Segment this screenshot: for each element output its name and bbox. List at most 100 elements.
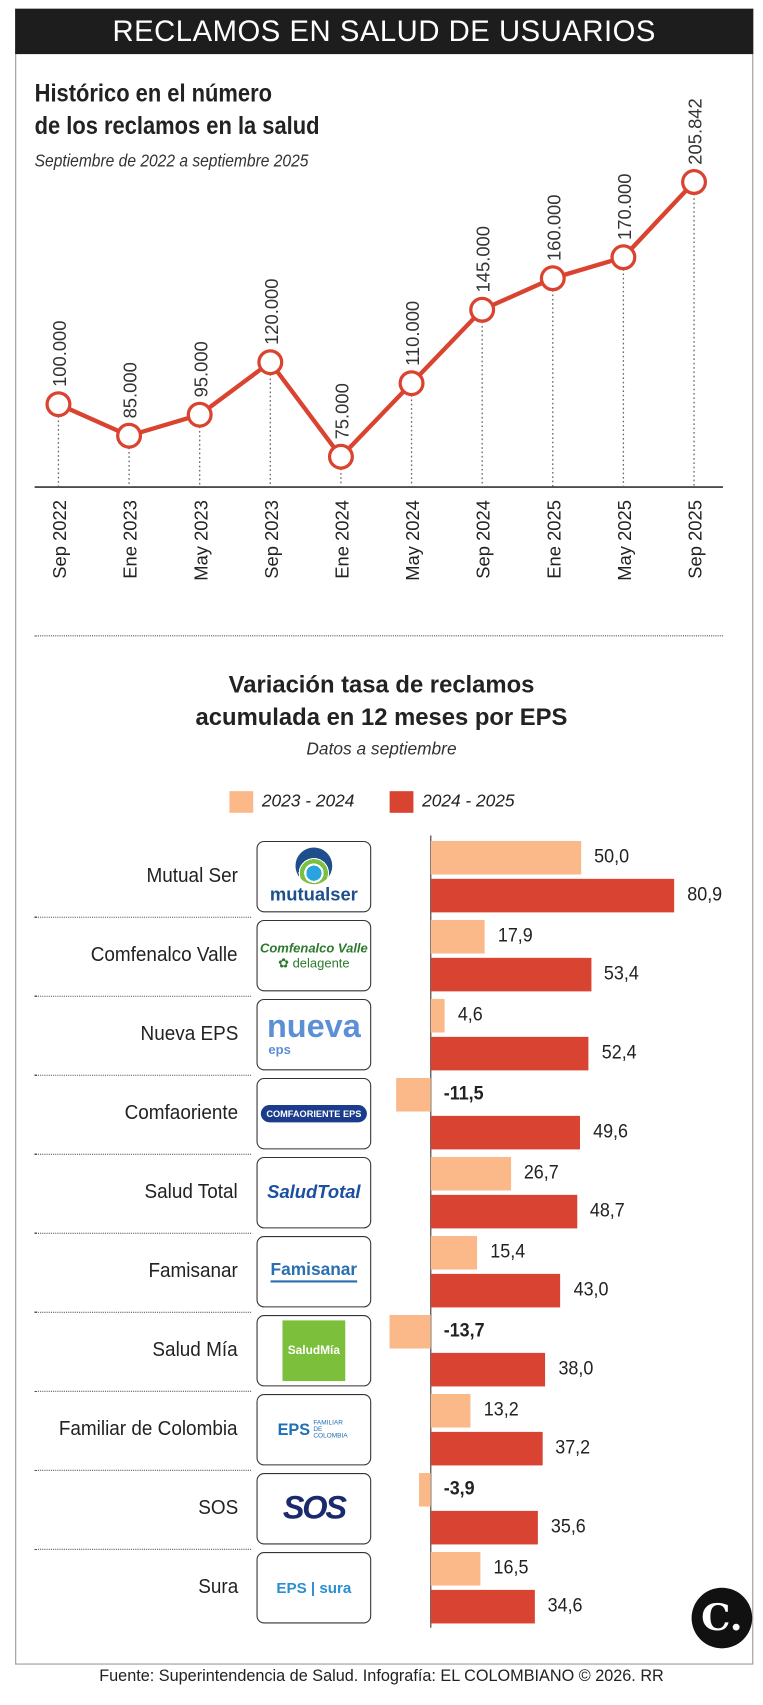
line-chart-subtitle: Septiembre de 2022 a septiembre 2025 <box>34 152 309 172</box>
x-tick-label: Sep 2023 <box>261 500 282 579</box>
data-point <box>539 265 566 292</box>
data-point <box>45 391 72 418</box>
line-chart: 100.000 Sep 2022 85.000 Ene 2023 95.000 May 2… <box>34 98 723 581</box>
bar-chart-title-2: acumulada en 12 meses por EPS <box>195 703 568 731</box>
x-tick-label: Sep 2022 <box>49 500 70 579</box>
bar-2023-2024 <box>430 919 485 954</box>
bar-2023-2024 <box>419 1473 431 1507</box>
bar-2024-2025 <box>430 1273 561 1308</box>
data-label: 85.000 <box>120 362 141 418</box>
legend-item-2023-2024: 2023 - 2024 <box>229 791 354 813</box>
legend-swatch <box>229 791 254 813</box>
bar-2024-2025 <box>430 1194 578 1229</box>
legend-label: 2023 - 2024 <box>261 792 355 811</box>
legend-label: 2024 - 2025 <box>422 792 515 811</box>
eps-name: Salud Mía <box>152 1338 239 1362</box>
infographic-frame <box>15 8 754 1665</box>
eps-logo: SaludTotal <box>256 1156 372 1229</box>
line-chart-title: Histórico en el número <box>34 79 272 108</box>
bar-value-label: 17,9 <box>497 924 533 946</box>
bar-2023-2024 <box>430 998 445 1033</box>
row-divider <box>34 1548 252 1550</box>
row-divider <box>34 1153 252 1155</box>
data-point <box>610 244 637 271</box>
el-colombiano-logo: C. <box>691 1587 753 1649</box>
eps-name: Sura <box>198 1575 239 1599</box>
data-label: 145.000 <box>473 226 494 292</box>
eps-name: Familiar de Colombia <box>59 1417 239 1441</box>
bar-value-label: 49,6 <box>592 1120 628 1142</box>
eps-name: Comfaoriente <box>124 1101 239 1125</box>
x-tick-label: Ene 2025 <box>543 500 564 579</box>
legend-swatch <box>389 791 414 813</box>
data-label: 170.000 <box>614 174 635 240</box>
bar-2024-2025 <box>430 878 675 913</box>
eps-logo: SaludMía <box>256 1314 372 1387</box>
data-point <box>681 169 708 195</box>
eps-name: Comfenalco Valle <box>91 943 239 967</box>
data-point <box>186 401 213 428</box>
bar-value-label: 4,6 <box>457 1003 483 1025</box>
bar-value-label: 13,2 <box>483 1398 519 1420</box>
bar-2024-2025 <box>430 957 592 992</box>
data-point <box>257 349 284 376</box>
legend-item-2024-2025: 2024 - 2025 <box>389 791 515 813</box>
main-title: RECLAMOS EN SALUD DE USUARIOS <box>15 8 754 55</box>
x-tick-label: May 2024 <box>402 500 423 581</box>
series-line <box>57 180 696 459</box>
line-chart-title-2: de los reclamos en la salud <box>34 111 320 140</box>
row-divider <box>34 1074 252 1076</box>
bar-2024-2025 <box>430 1352 546 1387</box>
bar-2024-2025 <box>430 1589 535 1624</box>
eps-name: Mutual Ser <box>146 864 239 888</box>
bar-value-label: 15,4 <box>490 1240 525 1262</box>
bar-2023-2024 <box>389 1314 431 1349</box>
bar-2023-2024 <box>430 1156 512 1191</box>
eps-logo: mutualser <box>256 840 372 913</box>
data-label: 160.000 <box>543 195 564 261</box>
bar-value-label: 16,5 <box>493 1556 529 1578</box>
row-divider <box>34 1390 252 1392</box>
eps-logo: EPS | sura <box>256 1552 372 1624</box>
x-tick-label: Sep 2025 <box>685 500 706 579</box>
bar-value-label: 38,0 <box>558 1357 593 1379</box>
bar-value-label: 35,6 <box>550 1515 586 1537</box>
eps-name: Nueva EPS <box>140 1022 239 1046</box>
eps-name: Salud Total <box>144 1180 239 1204</box>
eps-name: SOS <box>198 1496 239 1520</box>
bar-value-label: 52,4 <box>601 1041 637 1063</box>
bar-2023-2024 <box>396 1077 431 1112</box>
bar-2024-2025 <box>430 1036 589 1071</box>
bar-value-label: -3,9 <box>443 1477 475 1499</box>
bar-value-label: 37,2 <box>555 1436 591 1458</box>
eps-logo: EPS FAMILIAR DE COLOMBIA <box>256 1394 372 1466</box>
data-label: 120.000 <box>261 279 282 345</box>
bar-chart-title: Variación tasa de reclamos <box>228 671 535 699</box>
bar-value-label: 80,9 <box>687 883 723 905</box>
bar-value-label: 43,0 <box>573 1278 609 1300</box>
footer-source: Fuente: Superintendencia de Salud. Infog… <box>99 1666 664 1686</box>
row-divider <box>34 995 252 997</box>
x-tick-label: Ene 2024 <box>332 500 353 579</box>
bar-2024-2025 <box>430 1115 580 1150</box>
bar-2024-2025 <box>430 1431 543 1466</box>
data-point <box>116 422 143 449</box>
eps-logo: SOS <box>256 1473 372 1545</box>
data-label: 100.000 <box>49 321 70 387</box>
eps-logo: Comfenalco Valle ✿ delagente <box>256 919 372 992</box>
data-point <box>398 370 425 397</box>
bar-2023-2024 <box>430 1394 471 1428</box>
section-divider <box>34 635 723 637</box>
bar-value-label: 50,0 <box>594 845 630 867</box>
x-tick-label: Sep 2024 <box>473 500 494 579</box>
x-tick-label: May 2023 <box>190 500 211 581</box>
data-point <box>469 296 496 323</box>
bar-2023-2024 <box>430 1235 478 1270</box>
data-label: 75.000 <box>332 383 353 439</box>
row-divider <box>34 1311 252 1313</box>
bar-2023-2024 <box>430 1552 481 1586</box>
bar-value-label: 48,7 <box>590 1199 626 1221</box>
bar-value-label: 34,6 <box>547 1594 583 1616</box>
eps-logo: COMFAORIENTE EPS <box>256 1077 372 1150</box>
